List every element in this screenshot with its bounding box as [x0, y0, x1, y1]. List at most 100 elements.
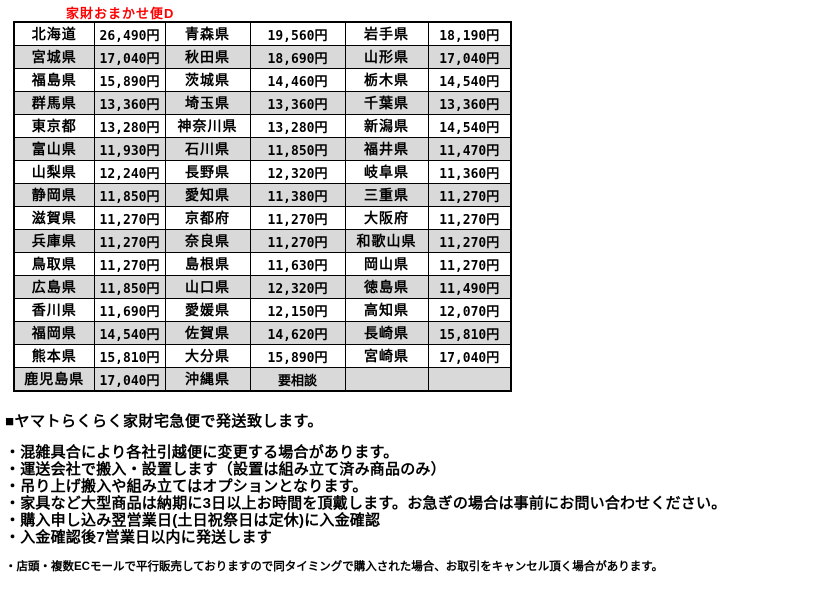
prefecture-cell: 千葉県	[344, 91, 429, 115]
table-row: 群馬県 13,360円 埼玉県 13,360円 千葉県 13,360円	[13, 91, 512, 115]
price-cell: 13,280円	[249, 114, 346, 138]
price-cell: 11,270円	[427, 183, 512, 207]
price-cell: 11,630円	[249, 252, 346, 276]
price-cell	[427, 367, 512, 392]
table-row: 鳥取県 11,270円 島根県 11,630円 岡山県 11,270円	[13, 252, 512, 276]
prefecture-cell: 香川県	[13, 298, 95, 322]
prefecture-cell: 佐賀県	[164, 321, 251, 345]
table-row: 宮城県 17,040円 秋田県 18,690円 山形県 17,040円	[13, 45, 512, 69]
prefecture-cell: 山梨県	[13, 160, 95, 184]
price-cell: 11,270円	[93, 252, 166, 276]
table-row: 山梨県 12,240円 長野県 12,320円 岐阜県 11,360円	[13, 160, 512, 184]
price-cell: 11,360円	[427, 160, 512, 184]
price-cell: 11,930円	[93, 137, 166, 161]
prefecture-cell: 三重県	[344, 183, 429, 207]
price-cell: 11,380円	[249, 183, 346, 207]
prefecture-cell: 福岡県	[13, 321, 95, 345]
price-cell: 13,280円	[93, 114, 166, 138]
note-bullet: ・混雑具合により各社引越便に変更する場合があります。	[5, 444, 399, 461]
price-cell: 12,070円	[427, 298, 512, 322]
prefecture-cell: 大分県	[164, 344, 251, 368]
table-row: 福岡県 14,540円 佐賀県 14,620円 長崎県 15,810円	[13, 321, 512, 345]
table-row: 滋賀県 11,270円 京都府 11,270円 大阪府 11,270円	[13, 206, 512, 230]
prefecture-cell: 京都府	[164, 206, 251, 230]
shipping-fee-table: 北海道 26,490円 青森県 19,560円 岩手県 18,190円 宮城県 17,040円…	[13, 21, 512, 392]
price-cell: 11,270円	[249, 206, 346, 230]
price-cell: 11,270円	[427, 206, 512, 230]
prefecture-cell: 新潟県	[344, 114, 429, 138]
price-cell: 15,890円	[93, 68, 166, 92]
price-cell: 19,560円	[249, 21, 346, 46]
prefecture-cell: 高知県	[344, 298, 429, 322]
table-row: 鹿児島県 17,040円 沖縄県 要相談	[13, 367, 512, 392]
prefecture-cell: 静岡県	[13, 183, 95, 207]
prefecture-cell: 福井県	[344, 137, 429, 161]
table-row: 兵庫県 11,270円 奈良県 11,270円 和歌山県 11,270円	[13, 229, 512, 253]
prefecture-cell: 神奈川県	[164, 114, 251, 138]
notes-bullet-list: ・混雑具合により各社引越便に変更する場合があります。 ・運送会社で搬入・設置します…	[5, 444, 817, 546]
prefecture-cell: 熊本県	[13, 344, 95, 368]
price-cell: 17,040円	[427, 344, 512, 368]
price-cell: 11,490円	[427, 275, 512, 299]
prefecture-cell: 岩手県	[344, 21, 429, 46]
price-cell: 17,040円	[93, 45, 166, 69]
price-cell: 11,270円	[427, 252, 512, 276]
prefecture-cell: 富山県	[13, 137, 95, 161]
prefecture-cell	[344, 367, 429, 392]
prefecture-cell: 岡山県	[344, 252, 429, 276]
prefecture-cell: 鳥取県	[13, 252, 95, 276]
prefecture-cell: 宮崎県	[344, 344, 429, 368]
prefecture-cell: 茨城県	[164, 68, 251, 92]
prefecture-cell: 広島県	[13, 275, 95, 299]
prefecture-cell: 北海道	[13, 21, 95, 46]
table-row: 静岡県 11,850円 愛知県 11,380円 三重県 11,270円	[13, 183, 512, 207]
prefecture-cell: 兵庫県	[13, 229, 95, 253]
prefecture-cell: 鹿児島県	[13, 367, 95, 392]
price-cell: 12,320円	[249, 160, 346, 184]
price-cell: 15,810円	[93, 344, 166, 368]
price-cell: 11,270円	[93, 229, 166, 253]
prefecture-cell: 愛知県	[164, 183, 251, 207]
note-bullet: ・入金確認後7営業日以内に発送します	[5, 529, 272, 546]
price-cell: 11,850円	[249, 137, 346, 161]
prefecture-cell: 福島県	[13, 68, 95, 92]
prefecture-cell: 大阪府	[344, 206, 429, 230]
table-row: 福島県 15,890円 茨城県 14,460円 栃木県 14,540円	[13, 68, 512, 92]
price-cell: 14,620円	[249, 321, 346, 345]
price-cell: 18,690円	[249, 45, 346, 69]
price-cell: 15,810円	[427, 321, 512, 345]
price-cell: 11,270円	[427, 229, 512, 253]
price-cell: 14,460円	[249, 68, 346, 92]
price-cell: 11,270円	[249, 229, 346, 253]
price-cell: 12,240円	[93, 160, 166, 184]
price-cell: 11,850円	[93, 183, 166, 207]
prefecture-cell: 奈良県	[164, 229, 251, 253]
price-cell: 13,360円	[427, 91, 512, 115]
prefecture-cell: 沖縄県	[164, 367, 251, 392]
price-cell: 13,360円	[93, 91, 166, 115]
table-row: 熊本県 15,810円 大分県 15,890円 宮崎県 17,040円	[13, 344, 512, 368]
price-cell: 17,040円	[93, 367, 166, 392]
price-cell: 11,690円	[93, 298, 166, 322]
prefecture-cell: 群馬県	[13, 91, 95, 115]
price-cell: 12,150円	[249, 298, 346, 322]
prefecture-cell: 秋田県	[164, 45, 251, 69]
note-bullet: ・購入申し込み翌営業日(土日祝祭日は定休)に入金確認	[5, 512, 381, 529]
prefecture-cell: 山口県	[164, 275, 251, 299]
prefecture-cell: 島根県	[164, 252, 251, 276]
table-row: 東京都 13,280円 神奈川県 13,280円 新潟県 14,540円	[13, 114, 512, 138]
table-row: 香川県 11,690円 愛媛県 12,150円 高知県 12,070円	[13, 298, 512, 322]
notes-heading: ■ヤマトらくらく家財宅急便で発送致します。	[5, 413, 324, 430]
price-cell: 14,540円	[93, 321, 166, 345]
prefecture-cell: 山形県	[344, 45, 429, 69]
note-bullet: ・吊り上げ搬入や組み立てはオプションとなります。	[5, 478, 368, 495]
prefecture-cell: 長崎県	[344, 321, 429, 345]
prefecture-cell: 石川県	[164, 137, 251, 161]
prefecture-cell: 栃木県	[344, 68, 429, 92]
prefecture-cell: 徳島県	[344, 275, 429, 299]
price-cell: 14,540円	[427, 68, 512, 92]
prefecture-cell: 青森県	[164, 21, 251, 46]
table-row: 広島県 11,850円 山口県 12,320円 徳島県 11,490円	[13, 275, 512, 299]
price-cell: 18,190円	[427, 21, 512, 46]
